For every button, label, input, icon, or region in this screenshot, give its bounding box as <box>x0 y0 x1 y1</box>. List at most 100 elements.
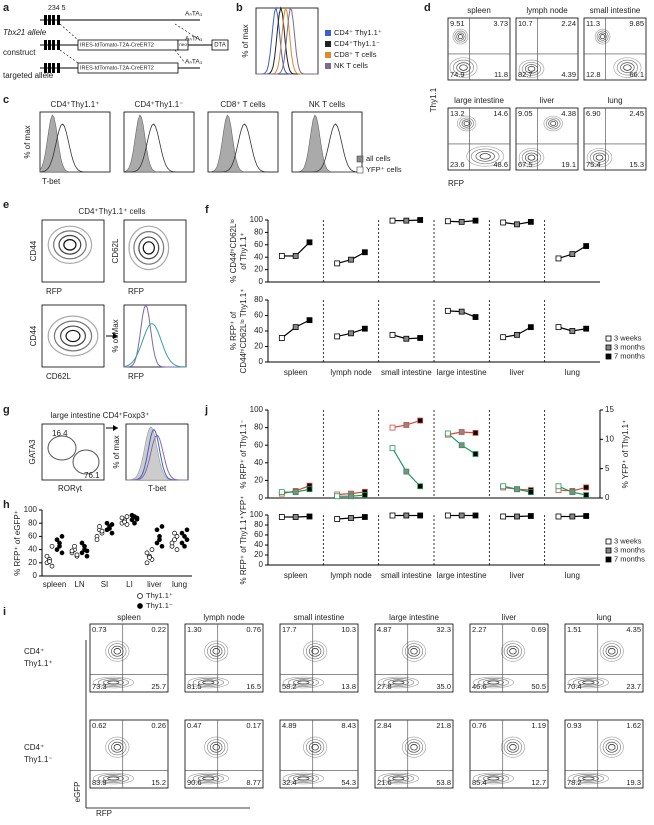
contour <box>452 28 469 45</box>
point <box>159 524 165 529</box>
point <box>154 540 160 546</box>
x-tick-label: liver <box>510 368 525 377</box>
exon <box>48 63 51 73</box>
quadrant-value: 54.3 <box>341 778 356 787</box>
quadrant-value: 32.4 <box>282 778 297 787</box>
point <box>54 547 60 552</box>
point <box>47 559 52 564</box>
quadrant-value: 73.3 <box>92 682 107 691</box>
contour <box>602 739 621 756</box>
axis-arrow <box>85 640 250 809</box>
marker <box>458 308 465 315</box>
point <box>174 547 180 552</box>
quadrant-value: 0.17 <box>246 721 261 730</box>
contour <box>596 30 609 43</box>
legend-marker <box>137 593 143 599</box>
contour <box>479 153 491 160</box>
marker <box>569 513 576 520</box>
quadrant-value: 16.5 <box>246 682 261 691</box>
marker <box>500 334 507 341</box>
contour <box>457 34 463 40</box>
quadrant-value: 0.69 <box>531 625 546 634</box>
plot-frame <box>184 719 264 789</box>
quadrant-value: 75.4 <box>586 160 601 169</box>
y-tick-label: 20 <box>28 558 37 567</box>
quadrant-value: 4.89 <box>282 721 297 730</box>
histogram-all <box>292 114 362 173</box>
x-axis-label: RFP <box>46 287 62 296</box>
legend-label: all cells <box>366 154 391 163</box>
y-axis-label: CD62L <box>111 238 120 263</box>
legend-label: 3 months <box>614 545 645 554</box>
quadrant-value: 1.51 <box>567 625 582 634</box>
point <box>172 530 177 536</box>
contour <box>401 736 427 758</box>
x-tick-label: spleen <box>284 571 308 580</box>
x-axis-label: RFP <box>96 809 112 818</box>
allele-label: Tbx21 allele <box>3 28 47 37</box>
contour <box>297 776 310 781</box>
plot-frame <box>255 7 319 75</box>
contour <box>613 57 642 78</box>
point <box>159 543 165 549</box>
legend-marker <box>605 547 612 554</box>
point <box>184 537 190 543</box>
contour <box>297 680 310 685</box>
contour <box>407 741 421 753</box>
contour <box>311 647 319 655</box>
quadrant-value: 81.5 <box>187 682 202 691</box>
contour <box>53 320 93 352</box>
marker <box>514 486 520 493</box>
plot-title: CD4⁺Thy1.1⁻ <box>135 100 184 109</box>
x-axis-label: CD62L <box>46 372 71 381</box>
x-tick-label: spleen <box>43 580 67 589</box>
marker <box>417 217 424 223</box>
marker <box>334 260 341 267</box>
connector <box>391 447 407 472</box>
quadrant-value: 1.19 <box>531 721 546 730</box>
contour <box>518 147 545 168</box>
contour <box>407 645 421 657</box>
quadrant-value: 11.8 <box>494 70 508 79</box>
point <box>144 550 150 556</box>
y-tick-label: 80 <box>254 520 263 529</box>
allele-label: construct <box>3 48 36 57</box>
quadrant-value: 0.47 <box>187 721 202 730</box>
quadrant-value: 15.2 <box>151 778 166 787</box>
x-tick-label: LI <box>126 580 133 589</box>
contour <box>456 115 477 132</box>
marker <box>527 513 534 519</box>
y-tick-label: 100 <box>250 215 264 224</box>
contour <box>577 679 599 686</box>
marker <box>500 513 507 520</box>
contour <box>187 772 230 785</box>
arrow-head <box>113 333 118 339</box>
exon <box>52 63 55 73</box>
marker <box>583 484 590 491</box>
histogram-yfp <box>124 123 194 173</box>
exon <box>44 40 47 50</box>
plot-title: NK T cells <box>309 100 345 109</box>
y-axis-label: % RFP⁺ of eGFP⁺ <box>13 510 22 576</box>
plot-frame <box>123 219 187 283</box>
marker <box>278 253 285 259</box>
contour <box>377 772 420 785</box>
legend-label: Thy1.1⁻ <box>146 601 173 610</box>
neo-box <box>177 39 189 51</box>
y-tick-label: 60 <box>254 311 263 320</box>
point <box>132 520 137 526</box>
contour <box>623 64 632 71</box>
point <box>169 540 175 546</box>
contour <box>456 32 465 41</box>
contour <box>107 680 120 685</box>
marker <box>555 255 562 262</box>
contour <box>92 676 135 689</box>
contour <box>605 741 619 753</box>
contour <box>303 736 328 758</box>
contour <box>108 643 127 660</box>
contour <box>605 645 619 657</box>
point <box>84 548 90 554</box>
x-tick-label: small intestine <box>381 571 432 580</box>
y-axis-label: eGFP <box>73 782 82 803</box>
marker <box>361 325 368 332</box>
